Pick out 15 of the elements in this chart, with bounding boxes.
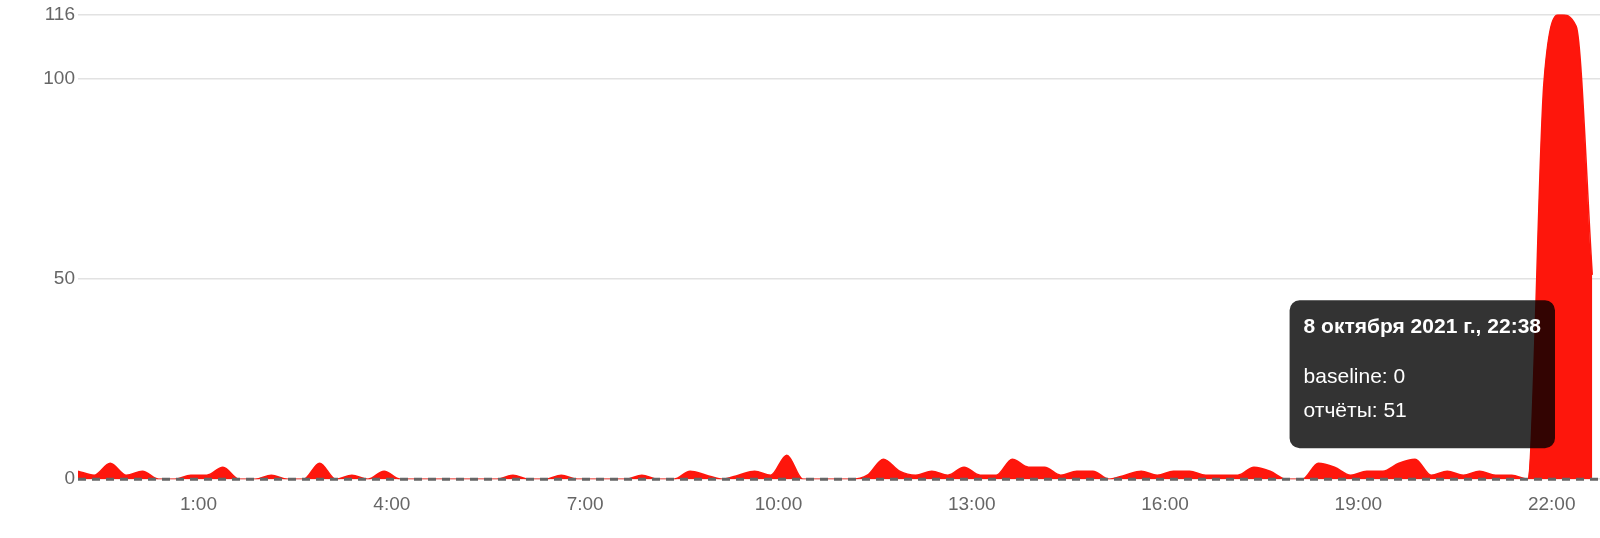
x-tick-label: 10:00 — [754, 492, 803, 514]
y-tick-label: 0 — [64, 467, 75, 489]
annotation: baseline: 0 — [1303, 364, 1406, 387]
y-tick-label: 116 — [44, 2, 75, 24]
x-tick-label: 4:00 — [373, 492, 411, 514]
y-tick-label: 50 — [53, 267, 75, 289]
x-tick-label: 19:00 — [1334, 492, 1383, 514]
y-tick-label: 100 — [43, 66, 75, 88]
x-tick-label: 7:00 — [566, 492, 604, 514]
x-tick-label: 22:00 — [1527, 492, 1576, 514]
x-tick-label: 13:00 — [947, 492, 996, 514]
annotation: отчёты: 51 — [1303, 398, 1407, 421]
x-tick-label: 16:00 — [1141, 492, 1189, 514]
annotation: 8 октября 2021 г., 22:38 — [1303, 314, 1542, 337]
x-tick-label: 1:00 — [180, 492, 217, 514]
